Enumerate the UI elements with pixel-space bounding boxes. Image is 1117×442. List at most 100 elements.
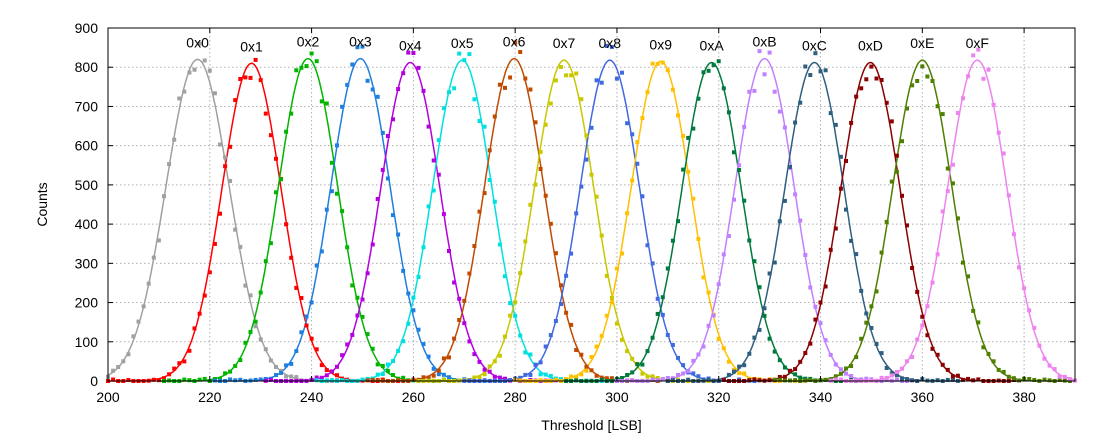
data-point (782, 378, 787, 383)
data-point (640, 116, 645, 121)
data-point (945, 166, 950, 171)
data-point (1047, 363, 1052, 368)
data-point (233, 378, 238, 383)
data-point (940, 112, 945, 117)
data-point (380, 167, 385, 172)
data-point (564, 273, 569, 278)
data-point (309, 300, 314, 305)
data-point (701, 275, 706, 280)
data-point (401, 339, 406, 344)
data-point (497, 82, 502, 87)
data-point (721, 346, 726, 351)
data-point (314, 59, 319, 64)
data-point (121, 359, 126, 364)
data-point (584, 133, 589, 138)
data-point (691, 126, 696, 131)
data-point (762, 313, 767, 318)
x-tick-label: 380 (1012, 389, 1036, 405)
data-point (630, 178, 635, 183)
data-point (503, 85, 507, 90)
data-point (406, 321, 411, 326)
data-point (777, 377, 782, 382)
data-point (711, 63, 716, 68)
data-point (324, 101, 329, 106)
data-point (340, 209, 345, 214)
data-point (391, 213, 395, 218)
data-point (635, 362, 640, 367)
data-point (732, 369, 736, 374)
data-point (508, 313, 513, 318)
data-point (818, 69, 823, 74)
data-point (538, 372, 543, 377)
peak-label: 0x6 (503, 34, 526, 50)
data-point (416, 275, 421, 279)
data-point (508, 301, 513, 306)
data-point (411, 308, 416, 313)
data-point (538, 378, 543, 383)
data-point (940, 209, 945, 214)
peak-label: 0xB (752, 34, 776, 50)
data-point (665, 266, 670, 271)
data-point (156, 378, 161, 383)
data-point (650, 374, 655, 379)
data-point (864, 77, 869, 82)
y-tick-label: 100 (75, 334, 99, 350)
data-point (223, 164, 228, 169)
data-point (528, 87, 533, 92)
data-point (553, 377, 558, 382)
data-point (503, 274, 507, 279)
data-point (869, 304, 874, 309)
data-point (900, 376, 904, 381)
data-point (258, 337, 263, 342)
data-point (411, 295, 416, 300)
data-point (151, 377, 156, 382)
data-point (976, 377, 981, 382)
data-point (635, 140, 640, 145)
data-point (788, 164, 792, 169)
data-point (859, 288, 864, 293)
data-point (319, 375, 324, 380)
data-point (375, 377, 380, 382)
fit-curves (107, 57, 1075, 382)
data-point (299, 65, 304, 70)
y-tick-label: 300 (75, 255, 99, 271)
data-point (604, 43, 609, 48)
data-point (360, 377, 365, 382)
y-tick-label: 900 (75, 20, 99, 36)
data-point (950, 377, 955, 382)
peak-label: 0x7 (553, 35, 576, 51)
data-point (660, 295, 665, 300)
data-point (609, 300, 614, 305)
data-point (594, 344, 599, 349)
data-point (569, 322, 574, 327)
data-point (1027, 308, 1032, 313)
data-point (716, 336, 721, 341)
data-point (986, 351, 991, 356)
data-point (732, 150, 736, 155)
data-point (268, 133, 273, 138)
data-point (905, 106, 909, 111)
data-point (416, 327, 421, 332)
fit-curve (212, 57, 508, 382)
peak-label: 0x1 (240, 38, 263, 54)
data-point (426, 354, 431, 359)
data-point (462, 321, 467, 326)
data-point (268, 241, 273, 246)
data-point (620, 251, 624, 256)
data-point (915, 337, 920, 342)
data-point (492, 374, 497, 379)
data-point (1011, 376, 1016, 381)
x-axis-label: Threshold [LSB] (541, 417, 641, 433)
data-point (742, 371, 747, 376)
data-point (772, 349, 777, 354)
data-point (966, 274, 971, 279)
data-point (859, 336, 864, 341)
data-point (833, 377, 838, 382)
data-point (889, 119, 894, 124)
data-point (360, 314, 365, 319)
data-point (752, 259, 757, 264)
data-point (574, 211, 579, 216)
data-point (721, 252, 726, 257)
data-point (838, 154, 843, 159)
data-point (630, 370, 635, 375)
